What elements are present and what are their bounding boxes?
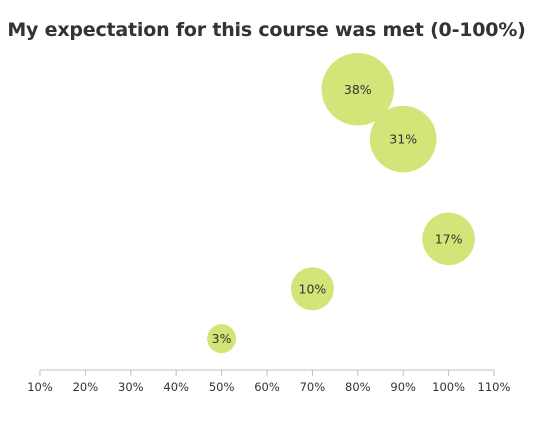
bubble-data-label: 38% [344,82,372,97]
x-tick-label: 20% [73,380,99,394]
x-tick-label: 100% [432,380,465,394]
x-tick-label: 30% [118,380,144,394]
x-tick-label: 60% [254,380,280,394]
x-tick-label: 40% [163,380,189,394]
bubble[interactable] [422,212,475,266]
bubble-data-label: 17% [435,231,463,246]
bubble[interactable] [207,324,237,354]
x-tick-label: 10% [27,380,53,394]
x-tick-label: 110% [478,380,511,394]
bubble-data-label: 10% [299,281,327,296]
bubble[interactable] [290,267,334,311]
bubble[interactable] [321,53,395,126]
x-tick-label: 80% [345,380,371,394]
x-axis: 10% 20% 30% 40% 50% 60% 70% 80% 90% 100% 110% [27,369,511,394]
bubbles-layer: 3% 10% 38% 31% 17% [207,53,475,354]
x-tick-label: 50% [209,380,235,394]
x-tick-label: 90% [390,380,416,394]
bubble[interactable] [369,105,437,173]
bubble-data-label: 31% [389,132,417,147]
x-tick-label: 70% [300,380,326,394]
bubble-data-label: 3% [212,331,232,346]
chart-title: My expectation for this course was met (… [7,19,526,41]
